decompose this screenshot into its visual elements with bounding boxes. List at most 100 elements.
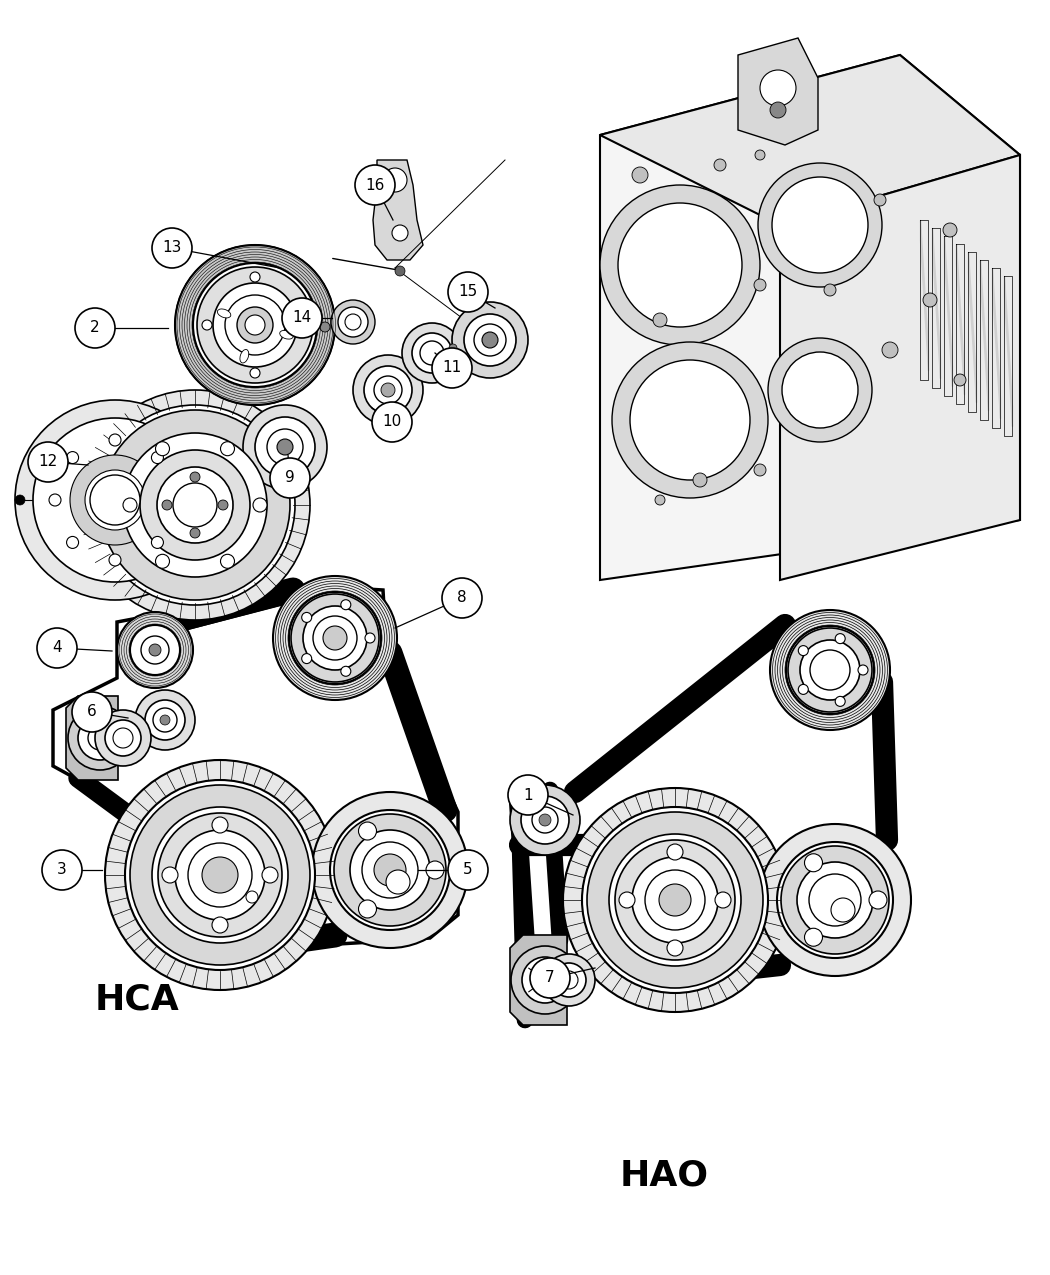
Text: 15: 15	[459, 284, 478, 300]
Polygon shape	[66, 696, 118, 780]
Circle shape	[781, 847, 889, 954]
Circle shape	[109, 434, 121, 446]
Circle shape	[341, 667, 351, 676]
Text: 13: 13	[163, 241, 182, 255]
Circle shape	[381, 382, 395, 397]
Circle shape	[788, 629, 872, 711]
Circle shape	[768, 338, 871, 442]
Circle shape	[320, 323, 330, 332]
Ellipse shape	[217, 309, 231, 317]
Circle shape	[123, 499, 136, 513]
Circle shape	[158, 813, 282, 937]
Polygon shape	[738, 38, 818, 145]
Circle shape	[33, 418, 197, 581]
Circle shape	[145, 700, 185, 739]
Circle shape	[70, 455, 160, 544]
Circle shape	[508, 775, 548, 815]
Circle shape	[754, 279, 766, 291]
Circle shape	[770, 102, 786, 119]
Polygon shape	[472, 323, 514, 362]
Circle shape	[552, 963, 586, 997]
Circle shape	[173, 483, 217, 527]
Circle shape	[250, 272, 260, 282]
Circle shape	[364, 366, 412, 414]
Circle shape	[835, 696, 845, 706]
Circle shape	[798, 645, 808, 655]
Circle shape	[331, 300, 375, 344]
Circle shape	[117, 612, 193, 689]
Circle shape	[358, 900, 377, 918]
Circle shape	[188, 843, 252, 907]
Circle shape	[532, 807, 558, 833]
Circle shape	[130, 625, 180, 674]
Circle shape	[804, 854, 822, 872]
Circle shape	[510, 785, 580, 856]
Circle shape	[338, 307, 368, 337]
Circle shape	[262, 867, 278, 884]
Circle shape	[645, 870, 705, 929]
Circle shape	[420, 340, 444, 365]
Circle shape	[169, 493, 181, 506]
Circle shape	[600, 185, 760, 346]
Circle shape	[770, 609, 890, 731]
Circle shape	[835, 634, 845, 644]
Circle shape	[109, 555, 121, 566]
Circle shape	[66, 537, 79, 548]
Circle shape	[824, 284, 836, 296]
Circle shape	[72, 692, 112, 732]
Text: HAO: HAO	[620, 1158, 709, 1192]
Circle shape	[190, 472, 200, 482]
Circle shape	[105, 720, 141, 756]
Circle shape	[383, 168, 407, 193]
Circle shape	[245, 315, 265, 335]
Circle shape	[149, 644, 161, 657]
Text: 5: 5	[463, 862, 472, 877]
Circle shape	[521, 796, 569, 844]
Circle shape	[800, 640, 860, 700]
Circle shape	[49, 493, 61, 506]
Circle shape	[615, 840, 735, 960]
Circle shape	[754, 464, 766, 476]
Circle shape	[153, 708, 177, 732]
Circle shape	[94, 710, 151, 766]
Circle shape	[448, 850, 488, 890]
Circle shape	[313, 616, 357, 660]
Circle shape	[212, 817, 228, 833]
Circle shape	[943, 223, 957, 237]
Circle shape	[693, 473, 707, 487]
Polygon shape	[510, 935, 567, 1025]
Circle shape	[334, 813, 446, 926]
Circle shape	[141, 636, 169, 664]
Circle shape	[522, 958, 568, 1003]
Circle shape	[582, 807, 768, 993]
Circle shape	[267, 428, 303, 465]
Circle shape	[882, 342, 898, 358]
Text: 2: 2	[90, 320, 100, 335]
Circle shape	[155, 555, 169, 569]
Circle shape	[123, 434, 267, 578]
Circle shape	[448, 272, 488, 312]
Circle shape	[563, 788, 788, 1012]
Circle shape	[715, 892, 731, 908]
Circle shape	[303, 606, 368, 669]
Circle shape	[374, 376, 402, 404]
Circle shape	[426, 861, 444, 878]
Circle shape	[291, 594, 379, 682]
Circle shape	[78, 717, 122, 760]
Circle shape	[193, 263, 317, 388]
Circle shape	[474, 324, 506, 356]
Text: 16: 16	[365, 177, 384, 193]
Circle shape	[632, 857, 718, 944]
Circle shape	[923, 293, 937, 307]
Circle shape	[85, 470, 145, 530]
Circle shape	[160, 715, 170, 725]
Circle shape	[246, 891, 258, 903]
Circle shape	[412, 333, 452, 374]
Circle shape	[831, 898, 855, 922]
Circle shape	[330, 810, 450, 929]
Circle shape	[301, 654, 312, 663]
Circle shape	[539, 813, 551, 826]
Circle shape	[175, 245, 335, 405]
Circle shape	[152, 228, 192, 268]
Circle shape	[808, 873, 861, 926]
